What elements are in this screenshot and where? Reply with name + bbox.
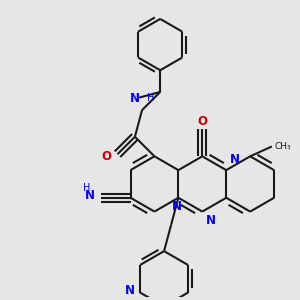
Text: N: N <box>230 153 240 166</box>
Text: N: N <box>171 200 182 213</box>
Text: N: N <box>125 284 135 297</box>
Text: N: N <box>85 189 95 202</box>
Text: H: H <box>147 93 155 103</box>
Text: N: N <box>130 92 140 105</box>
Text: O: O <box>101 150 112 163</box>
Text: CH₃: CH₃ <box>275 142 292 151</box>
Text: O: O <box>197 115 207 128</box>
Text: N: N <box>206 214 216 226</box>
Text: H: H <box>83 183 91 193</box>
